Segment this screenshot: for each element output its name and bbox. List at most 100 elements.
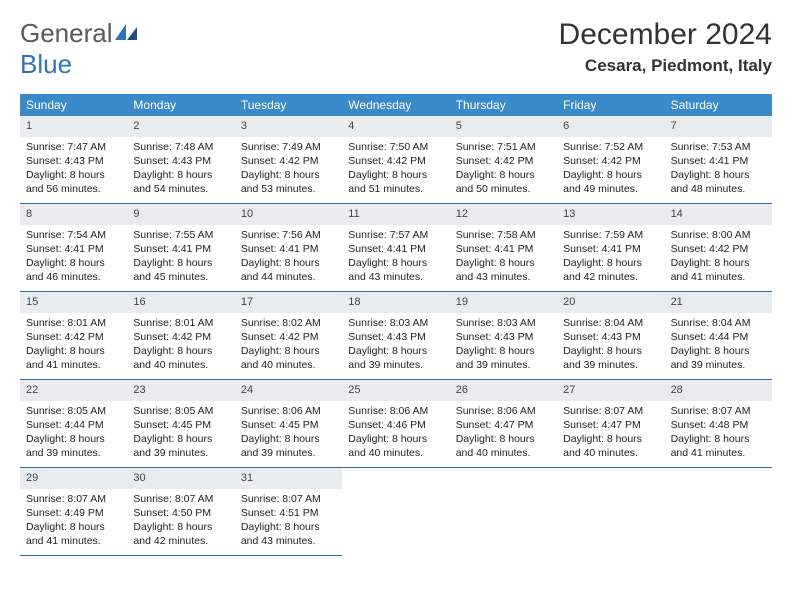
day-number: 21: [665, 292, 772, 313]
days-grid: 1Sunrise: 7:47 AMSunset: 4:43 PMDaylight…: [20, 116, 772, 556]
day-number: 1: [20, 116, 127, 137]
sunset-text: Sunset: 4:43 PM: [456, 330, 551, 344]
sunrise-text: Sunrise: 7:57 AM: [348, 228, 443, 242]
sunrise-text: Sunrise: 7:59 AM: [563, 228, 658, 242]
day-number: 18: [342, 292, 449, 313]
sunrise-text: Sunrise: 7:47 AM: [26, 140, 121, 154]
day-body: Sunrise: 8:05 AMSunset: 4:44 PMDaylight:…: [20, 401, 127, 467]
sunset-text: Sunset: 4:41 PM: [671, 154, 766, 168]
day-body: Sunrise: 8:06 AMSunset: 4:46 PMDaylight:…: [342, 401, 449, 467]
day-number: 12: [450, 204, 557, 225]
day-number: 29: [20, 468, 127, 489]
day-cell: 23Sunrise: 8:05 AMSunset: 4:45 PMDayligh…: [127, 380, 234, 468]
sunset-text: Sunset: 4:43 PM: [563, 330, 658, 344]
day-number: 6: [557, 116, 664, 137]
weekday-header: Monday: [127, 94, 234, 116]
sunset-text: Sunset: 4:41 PM: [133, 242, 228, 256]
sunset-text: Sunset: 4:41 PM: [241, 242, 336, 256]
sunrise-text: Sunrise: 7:55 AM: [133, 228, 228, 242]
day-body: Sunrise: 7:58 AMSunset: 4:41 PMDaylight:…: [450, 225, 557, 291]
sunrise-text: Sunrise: 8:06 AM: [348, 404, 443, 418]
sunset-text: Sunset: 4:42 PM: [26, 330, 121, 344]
day-cell: 27Sunrise: 8:07 AMSunset: 4:47 PMDayligh…: [557, 380, 664, 468]
day-number: 14: [665, 204, 772, 225]
day-body: Sunrise: 8:06 AMSunset: 4:47 PMDaylight:…: [450, 401, 557, 467]
day-cell: 25Sunrise: 8:06 AMSunset: 4:46 PMDayligh…: [342, 380, 449, 468]
sunrise-text: Sunrise: 7:52 AM: [563, 140, 658, 154]
day-number: 10: [235, 204, 342, 225]
day-body: Sunrise: 7:48 AMSunset: 4:43 PMDaylight:…: [127, 137, 234, 203]
day-cell: 12Sunrise: 7:58 AMSunset: 4:41 PMDayligh…: [450, 204, 557, 292]
daylight-text: Daylight: 8 hours and 39 minutes.: [563, 344, 658, 372]
sunset-text: Sunset: 4:49 PM: [26, 506, 121, 520]
day-cell: 7Sunrise: 7:53 AMSunset: 4:41 PMDaylight…: [665, 116, 772, 204]
weekday-header-row: SundayMondayTuesdayWednesdayThursdayFrid…: [20, 94, 772, 116]
sunrise-text: Sunrise: 8:07 AM: [671, 404, 766, 418]
day-number: 19: [450, 292, 557, 313]
day-cell: 3Sunrise: 7:49 AMSunset: 4:42 PMDaylight…: [235, 116, 342, 204]
weekday-header: Sunday: [20, 94, 127, 116]
month-title: December 2024: [559, 18, 772, 52]
day-body: Sunrise: 7:59 AMSunset: 4:41 PMDaylight:…: [557, 225, 664, 291]
sunrise-text: Sunrise: 7:53 AM: [671, 140, 766, 154]
logo-word2: Blue: [20, 49, 72, 79]
daylight-text: Daylight: 8 hours and 51 minutes.: [348, 168, 443, 196]
sunset-text: Sunset: 4:41 PM: [563, 242, 658, 256]
day-body: Sunrise: 7:50 AMSunset: 4:42 PMDaylight:…: [342, 137, 449, 203]
daylight-text: Daylight: 8 hours and 40 minutes.: [133, 344, 228, 372]
logo-text: General Blue: [20, 18, 137, 80]
sunset-text: Sunset: 4:47 PM: [456, 418, 551, 432]
day-cell: 2Sunrise: 7:48 AMSunset: 4:43 PMDaylight…: [127, 116, 234, 204]
daylight-text: Daylight: 8 hours and 48 minutes.: [671, 168, 766, 196]
sunset-text: Sunset: 4:42 PM: [241, 330, 336, 344]
sunset-text: Sunset: 4:48 PM: [671, 418, 766, 432]
empty-cell: [450, 468, 557, 556]
sunrise-text: Sunrise: 8:07 AM: [26, 492, 121, 506]
day-number: 4: [342, 116, 449, 137]
day-body: Sunrise: 8:03 AMSunset: 4:43 PMDaylight:…: [450, 313, 557, 379]
day-body: Sunrise: 8:07 AMSunset: 4:49 PMDaylight:…: [20, 489, 127, 555]
empty-cell: [557, 468, 664, 556]
sunrise-text: Sunrise: 7:56 AM: [241, 228, 336, 242]
day-number: 31: [235, 468, 342, 489]
daylight-text: Daylight: 8 hours and 39 minutes.: [348, 344, 443, 372]
day-cell: 19Sunrise: 8:03 AMSunset: 4:43 PMDayligh…: [450, 292, 557, 380]
day-cell: 28Sunrise: 8:07 AMSunset: 4:48 PMDayligh…: [665, 380, 772, 468]
weekday-header: Saturday: [665, 94, 772, 116]
day-cell: 22Sunrise: 8:05 AMSunset: 4:44 PMDayligh…: [20, 380, 127, 468]
daylight-text: Daylight: 8 hours and 46 minutes.: [26, 256, 121, 284]
sunrise-text: Sunrise: 8:07 AM: [563, 404, 658, 418]
daylight-text: Daylight: 8 hours and 42 minutes.: [563, 256, 658, 284]
sunrise-text: Sunrise: 7:49 AM: [241, 140, 336, 154]
sunrise-text: Sunrise: 7:54 AM: [26, 228, 121, 242]
day-body: Sunrise: 7:56 AMSunset: 4:41 PMDaylight:…: [235, 225, 342, 291]
day-cell: 5Sunrise: 7:51 AMSunset: 4:42 PMDaylight…: [450, 116, 557, 204]
day-body: Sunrise: 7:47 AMSunset: 4:43 PMDaylight:…: [20, 137, 127, 203]
daylight-text: Daylight: 8 hours and 41 minutes.: [26, 520, 121, 548]
sunrise-text: Sunrise: 8:03 AM: [456, 316, 551, 330]
sunrise-text: Sunrise: 8:07 AM: [241, 492, 336, 506]
day-number: 5: [450, 116, 557, 137]
daylight-text: Daylight: 8 hours and 39 minutes.: [241, 432, 336, 460]
sunset-text: Sunset: 4:45 PM: [133, 418, 228, 432]
sunrise-text: Sunrise: 8:03 AM: [348, 316, 443, 330]
sunset-text: Sunset: 4:44 PM: [671, 330, 766, 344]
sunset-text: Sunset: 4:43 PM: [133, 154, 228, 168]
day-body: Sunrise: 8:07 AMSunset: 4:47 PMDaylight:…: [557, 401, 664, 467]
sunset-text: Sunset: 4:46 PM: [348, 418, 443, 432]
daylight-text: Daylight: 8 hours and 49 minutes.: [563, 168, 658, 196]
day-cell: 6Sunrise: 7:52 AMSunset: 4:42 PMDaylight…: [557, 116, 664, 204]
day-body: Sunrise: 8:07 AMSunset: 4:48 PMDaylight:…: [665, 401, 772, 467]
daylight-text: Daylight: 8 hours and 41 minutes.: [671, 432, 766, 460]
sunrise-text: Sunrise: 7:51 AM: [456, 140, 551, 154]
day-cell: 14Sunrise: 8:00 AMSunset: 4:42 PMDayligh…: [665, 204, 772, 292]
day-body: Sunrise: 8:03 AMSunset: 4:43 PMDaylight:…: [342, 313, 449, 379]
logo-word1: General: [20, 18, 113, 48]
calendar: SundayMondayTuesdayWednesdayThursdayFrid…: [20, 94, 772, 556]
daylight-text: Daylight: 8 hours and 40 minutes.: [563, 432, 658, 460]
day-cell: 15Sunrise: 8:01 AMSunset: 4:42 PMDayligh…: [20, 292, 127, 380]
day-body: Sunrise: 8:04 AMSunset: 4:43 PMDaylight:…: [557, 313, 664, 379]
day-body: Sunrise: 7:52 AMSunset: 4:42 PMDaylight:…: [557, 137, 664, 203]
weekday-header: Thursday: [450, 94, 557, 116]
logo: General Blue: [20, 18, 137, 80]
